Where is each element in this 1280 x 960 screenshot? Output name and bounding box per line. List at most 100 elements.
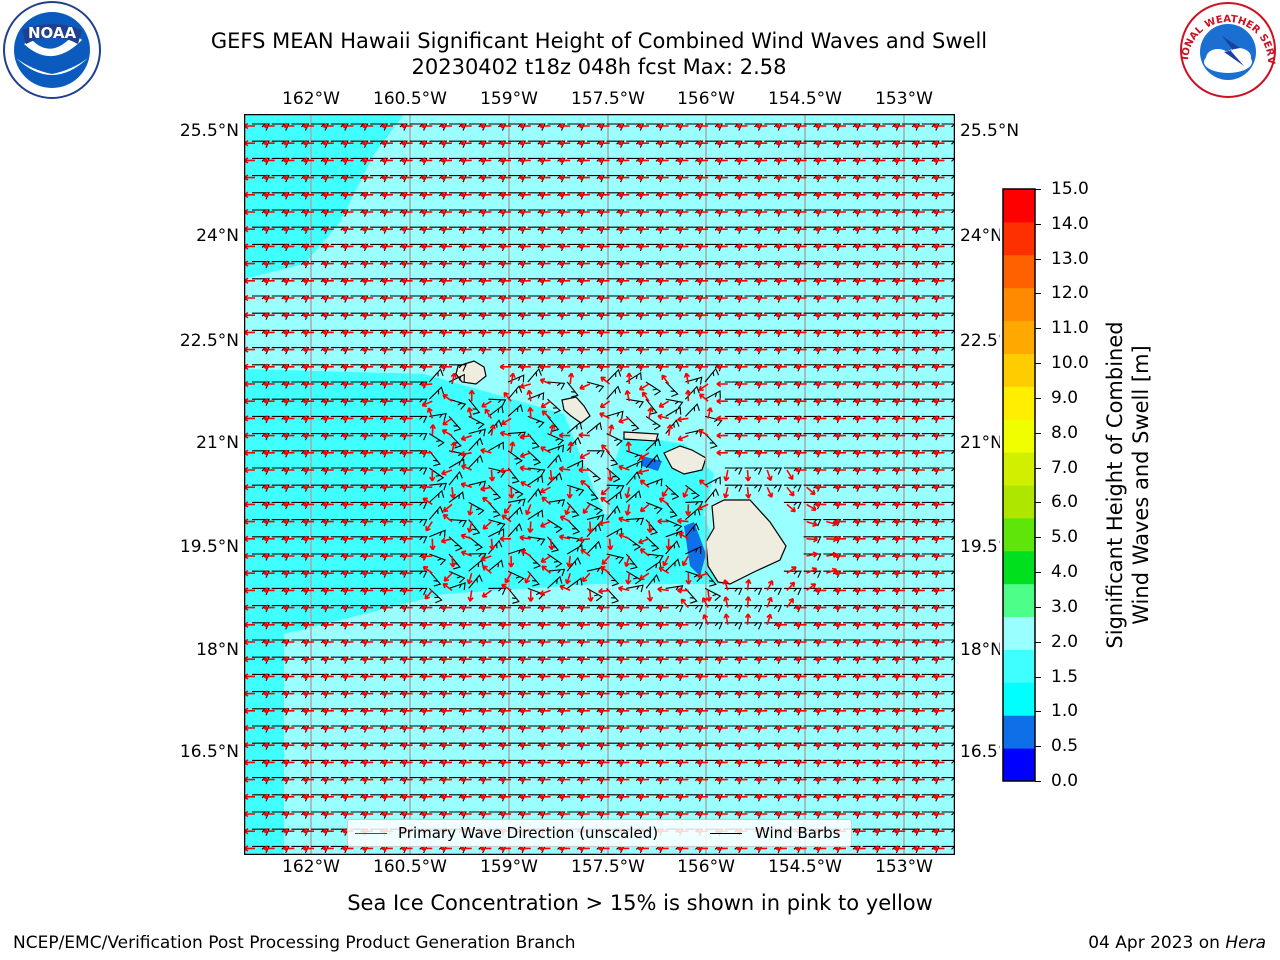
wave-direction-arrow — [381, 122, 393, 130]
wave-direction-arrow — [282, 226, 295, 233]
wave-direction-arrow — [361, 501, 374, 508]
wave-direction-arrow — [504, 572, 512, 584]
wave-direction-arrow — [566, 487, 573, 499]
wave-direction-arrow — [684, 389, 692, 402]
wave-direction-arrow — [322, 552, 334, 560]
wind-barb — [409, 570, 428, 578]
wave-direction-arrow — [676, 759, 689, 766]
wave-direction-arrow — [302, 294, 315, 302]
lat-label-left: 25.5°N — [179, 121, 239, 141]
colorbar-tick-mark — [1035, 641, 1041, 643]
wave-direction-arrow — [381, 294, 393, 302]
wave-direction-arrow — [657, 363, 669, 370]
wave-direction-arrow — [381, 312, 393, 319]
wave-direction-arrow — [722, 487, 730, 499]
wind-barb — [645, 438, 661, 452]
wave-direction-arrow — [873, 759, 886, 766]
wave-direction-arrow — [933, 277, 945, 284]
wave-direction-arrow — [558, 465, 571, 473]
wind-barb — [685, 605, 704, 613]
wave-direction-arrow — [854, 828, 866, 835]
wave-direction-arrow — [637, 604, 649, 611]
wave-direction-arrow — [598, 656, 610, 663]
wave-direction-arrow — [282, 484, 295, 491]
wave-direction-arrow — [617, 277, 630, 284]
wave-direction-arrow — [676, 260, 689, 267]
wave-direction-arrow — [322, 449, 334, 456]
wave-direction-arrow — [696, 174, 709, 181]
wave-direction-arrow — [302, 673, 315, 680]
wave-direction-arrow — [263, 828, 275, 835]
wave-direction-arrow — [696, 707, 709, 714]
wave-direction-arrow — [814, 226, 827, 233]
wave-direction-arrow — [539, 759, 551, 766]
wave-direction-arrow — [578, 759, 590, 766]
wave-direction-arrow — [639, 503, 650, 513]
wind-barb — [586, 467, 602, 483]
wave-direction-arrow — [617, 621, 630, 628]
wave-direction-arrow — [558, 122, 571, 130]
wave-direction-arrow — [766, 579, 774, 591]
colorbar-segment — [1003, 682, 1035, 716]
colorbar-segment — [1003, 353, 1035, 387]
wave-direction-arrow — [873, 638, 886, 646]
wave-direction-arrow — [814, 415, 827, 422]
wave-direction-arrow — [657, 810, 669, 818]
wave-direction-arrow — [873, 466, 886, 474]
wave-direction-arrow — [658, 497, 670, 506]
wave-direction-arrow — [460, 226, 472, 233]
wave-direction-arrow — [558, 294, 571, 302]
wave-direction-arrow — [755, 363, 768, 370]
wave-direction-arrow — [795, 810, 807, 818]
wave-direction-arrow — [657, 586, 669, 593]
wave-direction-arrow — [873, 484, 886, 491]
chart-title: GEFS MEAN Hawaii Significant Height of C… — [210, 29, 988, 53]
wave-direction-arrow — [854, 656, 866, 663]
wave-direction-arrow — [834, 449, 846, 456]
wave-direction-arrow — [302, 690, 315, 697]
wave-direction-arrow — [893, 363, 906, 370]
wave-direction-arrow — [913, 466, 925, 474]
wave-direction-arrow — [361, 621, 374, 628]
wave-direction-arrow — [401, 604, 413, 611]
wave-direction-arrow — [607, 469, 614, 482]
wave-direction-arrow — [625, 573, 632, 585]
wave-direction-arrow — [558, 776, 571, 783]
wind-barb — [468, 415, 485, 430]
wave-direction-arrow — [637, 656, 649, 663]
wave-direction-arrow — [893, 673, 906, 680]
wave-direction-arrow — [698, 393, 709, 402]
wave-direction-arrow — [736, 122, 748, 130]
wave-direction-arrow — [814, 810, 827, 818]
wave-direction-arrow — [302, 587, 315, 594]
wave-direction-arrow — [381, 329, 393, 336]
wave-direction-arrow — [933, 346, 945, 353]
wave-direction-arrow — [282, 191, 295, 198]
lon-label-bottom: 160.5°W — [373, 857, 447, 877]
wave-direction-arrow — [854, 724, 866, 732]
colorbar-segment — [1003, 485, 1035, 519]
wave-direction-arrow — [460, 638, 472, 646]
wave-direction-arrow — [834, 329, 846, 336]
wave-direction-arrow — [814, 742, 827, 749]
wave-direction-arrow — [381, 346, 393, 353]
wave-direction-arrow — [381, 793, 393, 800]
wave-direction-arrow — [893, 552, 906, 560]
wave-direction-arrow — [580, 480, 591, 488]
wind-barb — [409, 467, 428, 475]
wave-direction-arrow — [814, 449, 827, 456]
wave-direction-arrow — [342, 552, 354, 560]
wind-barb — [429, 482, 448, 491]
wave-direction-arrow — [696, 363, 709, 370]
wave-direction-arrow — [282, 742, 295, 749]
wave-direction-arrow — [617, 810, 630, 818]
lon-label-bottom: 154.5°W — [768, 857, 842, 877]
wave-direction-arrow — [519, 174, 531, 181]
wind-barb — [704, 390, 721, 400]
wind-barb — [625, 490, 642, 503]
wave-direction-arrow — [499, 604, 512, 611]
wave-direction-arrow — [479, 673, 492, 680]
wave-direction-arrow — [795, 707, 807, 714]
wave-direction-arrow — [302, 535, 315, 542]
wave-direction-arrow — [736, 673, 748, 680]
